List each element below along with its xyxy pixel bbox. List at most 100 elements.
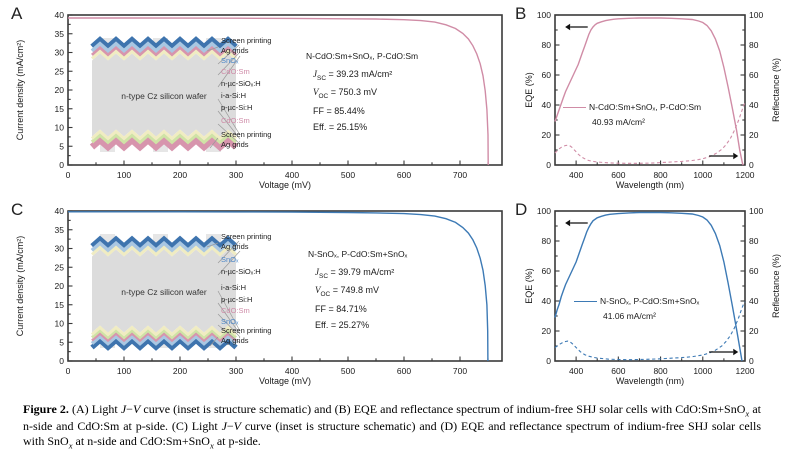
panel-b-y2-axis-title: Reflectance (%) [771,57,781,123]
panel-d-y-axis-title: EQE (%) [524,268,534,304]
panel-b-legend-label: N-CdO:Sm+SnOₓ, P-CdO:Sm [589,102,702,112]
leader-line [206,242,219,248]
y-tick-label: 20 [542,326,552,336]
leader-line [206,46,219,52]
y2-tick-label: 100 [749,206,763,216]
inset-layer-label: Ag grids [221,336,249,345]
reflectance-curve [554,301,746,361]
panel-c-x-axis-title: Voltage (mV) [258,376,312,386]
y-tick-label: 40 [55,10,65,20]
panel-b-y-axis-title: EQE (%) [524,72,534,108]
parameter-symbol: FF [313,106,324,117]
parameter-row: Eff. = 25.27% [308,319,407,330]
panel-a-y-axis-title: Current density (mA/cm²) [15,39,25,141]
inset-layer-label: Ag grids [221,46,249,55]
leader-line [217,51,241,76]
leader-line [217,324,241,344]
caption-text: x [68,439,73,450]
film-layer [90,36,238,50]
parameter-value: = 25.27% [328,319,370,330]
panel-c-parameter-rows: JSC = 39.79 mA/cm² VOC = 749.8 mV FF = 84.… [308,267,407,330]
jv-curve [68,17,489,166]
parameter-value: = 85.44% [324,106,365,117]
panel-b-plot: 400 600 800 1000 120002040608010002040608010… [537,10,764,180]
caption-text: at n-side and CdO:Sm+SnO [72,433,210,448]
figure-caption: Figure 2. (A) Light J−V curve (inset is … [23,402,761,450]
panel-d-x-axis-title: Wavelength (nm) [615,376,685,386]
parameter-symbol: Eff. [315,319,329,330]
y-tick-label: 15 [55,104,65,114]
inset-layer-label: Screen printing [221,130,272,139]
y-tick-label: 15 [55,300,65,310]
parameter-value: = 749.8 mV [330,285,380,296]
caption-text: (A) Light [68,402,121,416]
x-tick-label: 300 [229,366,243,376]
caption-text: at n-side and CdO:Sm at p-side. (C) Ligh… [23,402,761,433]
caption-text: J [120,402,127,416]
panel-c-y-axis-title: Current density (mA/cm²) [15,235,25,337]
inset-layer-label: Screen printing [221,326,272,335]
leader-line [217,290,241,332]
film-layer [90,235,238,250]
panel-d: 400 600 800 1000 1200 0 20 40 60 80 100 0 20 40 60 80 10… [510,196,800,392]
leader-line [217,250,241,276]
y-tick-label: 0 [546,356,551,366]
y-tick-label: 20 [55,85,65,95]
y-tick-label: 35 [55,225,65,235]
x-tick-label: 400 [569,366,583,376]
parameter-row: JSC = 39.23 mA/cm² [306,68,418,82]
y2-tick-label: 20 [749,130,759,140]
x-tick-label: 200 [173,366,187,376]
parameter-symbol: FF [315,304,326,315]
caption-text: − [126,402,133,416]
inset-layer-label: n-µc-SiOₓ:H [221,267,261,276]
panel-b-legend: N-CdO:Sm+SnOₓ, P-CdO:Sm 40.93 mA/cm² [563,102,701,127]
x-tick-label: 600 [397,366,411,376]
structure-schematic: n-type Cz silicon wafer [90,234,241,351]
legend-line-sample [563,106,586,108]
parameter-value: = 39.23 mA/cm² [326,68,393,79]
x-tick-label: 700 [453,170,467,180]
y-tick-label: 35 [55,29,65,39]
y-tick-label: 5 [59,141,64,151]
parameter-value: = 25.15% [326,121,368,132]
y-tick-label: 30 [55,48,65,58]
inset-layer-label: SnOₓ [221,317,239,326]
y-tick-label: 60 [542,266,552,276]
panel-d-legend-jsc: 41.06 mA/cm² [603,311,656,321]
inset-layer-label: p-µc-Si:H [221,295,253,304]
y-tick-label: 20 [55,281,65,291]
y2-tick-label: 20 [749,326,759,336]
film-layer [90,41,238,54]
x-tick-label: 400 [285,170,299,180]
caption-text: curve (inset is structure schematic) and… [140,402,746,416]
x-tick-label: 800 [653,366,667,376]
axes: 400 600 800 1000 120002040608010002040608010… [537,206,764,376]
panel-d-y2-axis-title: Reflectance (%) [771,253,781,319]
parameter-subscript: OC [318,93,329,101]
axes: 0 100 200 300 400 500 600 700 0 5 10 15 20 25 30 35 40 [55,10,503,180]
x-tick-label: 400 [569,170,583,180]
y-tick-label: 25 [55,66,65,76]
wafer-label: n-type Cz silicon wafer [121,287,207,297]
caption-text: V [233,418,242,433]
inset-layer-label: Ag grids [221,140,249,149]
x-tick-label: 1200 [736,366,755,376]
panel-c-plot: 0 100 200 300 400 500 600 700 0 5 10 15 20 25 30 35 40 n-… [55,206,503,376]
x-tick-label: 500 [341,170,355,180]
y2-tick-label: 40 [749,296,759,306]
y-tick-label: 100 [537,10,551,20]
caption-text: x [745,408,750,419]
x-tick-label: 700 [453,366,467,376]
inset-layer-label: i-a-Si:H [221,283,247,292]
parameter-row: VOC = 749.8 mV [308,286,407,298]
leader-line [217,110,241,140]
reflectance-curve [554,102,746,164]
x-tick-label: 500 [341,366,355,376]
leader-line [217,98,241,136]
x-tick-label: 1200 [736,170,755,180]
panel-a-plot: 0 100 200 300 400 500 600 700 0 5 10 15 20 25 30 35 40 n-… [55,10,503,180]
y-tick-label: 80 [542,40,552,50]
x-tick-label: 600 [397,170,411,180]
